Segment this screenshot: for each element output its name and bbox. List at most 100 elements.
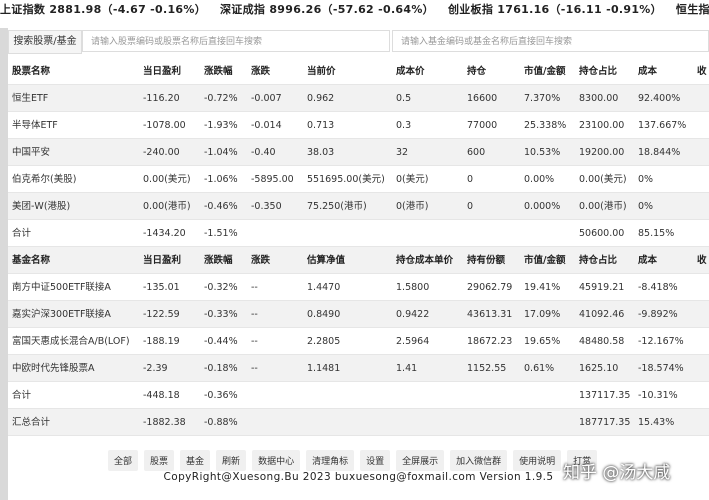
table-cell: -1.06% bbox=[204, 174, 238, 185]
table-cell: 17.09% bbox=[524, 309, 561, 320]
table-cell: -1434.20 bbox=[143, 228, 186, 239]
table-cell: 0.3 bbox=[396, 120, 412, 131]
table-cell: 0.5 bbox=[396, 93, 412, 104]
table-cell: 富国天惠成长混合A/B(LOF) bbox=[12, 336, 130, 347]
table-cell: 0.00(港币) bbox=[143, 201, 191, 212]
table-row: 伯克希尔(美股) 0.00(美元) -1.06% -5895.00 551695.00(… bbox=[8, 166, 709, 193]
table-cell: 0% bbox=[638, 174, 654, 185]
table-cell: 0% bbox=[638, 201, 654, 212]
table-cell: 美团-W(港股) bbox=[12, 201, 71, 212]
table-cell: -116.20 bbox=[143, 93, 180, 104]
table-cell: 0.962 bbox=[307, 93, 335, 104]
table-cell: -8.418% bbox=[638, 282, 678, 293]
table-cell: -0.32% bbox=[204, 282, 238, 293]
column-header: 股票名称 bbox=[12, 66, 51, 77]
column-header: 成本 bbox=[638, 255, 658, 266]
table-cell: 50600.00 bbox=[579, 228, 625, 239]
table-cell: 合计 bbox=[12, 390, 32, 401]
action-button[interactable]: 股票 bbox=[144, 450, 175, 471]
action-button[interactable]: 打赏 bbox=[567, 450, 598, 471]
table-cell: -2.39 bbox=[143, 363, 168, 374]
column-header: 收 bbox=[697, 66, 707, 77]
table-cell: 0.8490 bbox=[307, 309, 341, 320]
table-cell: 551695.00(美元) bbox=[307, 174, 385, 185]
table-cell: -1.04% bbox=[204, 147, 238, 158]
action-button[interactable]: 刷新 bbox=[216, 450, 247, 471]
column-header: 当前价 bbox=[307, 66, 336, 77]
table-cell: 38.03 bbox=[307, 147, 335, 158]
table-cell: 0.000% bbox=[524, 201, 561, 212]
table-cell: 85.15% bbox=[638, 228, 675, 239]
table-cell: -1882.38 bbox=[143, 417, 186, 428]
table-cell: -0.44% bbox=[204, 336, 238, 347]
column-header: 收 bbox=[697, 255, 707, 266]
column-header: 持仓占比 bbox=[579, 66, 618, 77]
table-cell: -5895.00 bbox=[251, 174, 294, 185]
action-button[interactable]: 清理角标 bbox=[306, 450, 355, 471]
table-cell: 48480.58 bbox=[579, 336, 625, 347]
table-cell: 25.338% bbox=[524, 120, 567, 131]
table-cell: -- bbox=[251, 282, 258, 293]
column-header: 持仓 bbox=[467, 66, 487, 77]
action-button[interactable]: 加入微信群 bbox=[450, 450, 508, 471]
table-cell: 10.53% bbox=[524, 147, 561, 158]
header-row: 股票名称 当日盈利 涨跌幅 涨跌 当前价 成本价 持仓 市值/金额 持仓占比 成本 收 bbox=[8, 58, 709, 85]
table-cell: 600 bbox=[467, 147, 486, 158]
action-button[interactable]: 数据中心 bbox=[252, 450, 301, 471]
action-button[interactable]: 全屏展示 bbox=[396, 450, 445, 471]
action-button[interactable]: 基金 bbox=[180, 450, 211, 471]
table-cell: 0.9422 bbox=[396, 309, 430, 320]
table-cell: 32 bbox=[396, 147, 409, 158]
table-cell: 嘉实沪深300ETF联接A bbox=[12, 309, 111, 320]
search-button[interactable]: 搜索股票/基金 bbox=[8, 30, 82, 54]
table-row: 恒生ETF -116.20 -0.72% -0.007 0.962 0.5 16600 7.3… bbox=[8, 85, 709, 112]
column-header: 估算净值 bbox=[307, 255, 346, 266]
column-header: 当日盈利 bbox=[143, 66, 182, 77]
table-cell: 0(美元) bbox=[396, 174, 429, 185]
table-cell: 43613.31 bbox=[467, 309, 513, 320]
table-cell: 中国平安 bbox=[12, 147, 51, 158]
column-header: 涨跌 bbox=[251, 255, 271, 266]
action-button[interactable]: 全部 bbox=[108, 450, 139, 471]
fund-search-input[interactable]: 请输入基金编码或基金名称后直接回车搜索 bbox=[392, 30, 709, 52]
table-cell: -0.46% bbox=[204, 201, 238, 212]
table-cell: -9.892% bbox=[638, 309, 678, 320]
action-button[interactable]: 使用说明 bbox=[513, 450, 562, 471]
table-cell: -10.31% bbox=[638, 390, 678, 401]
table-cell: -18.574% bbox=[638, 363, 684, 374]
table-row: 半导体ETF -1078.00 -1.93% -0.014 0.713 0.3 77000 2… bbox=[8, 112, 709, 139]
column-header: 涨跌 bbox=[251, 66, 271, 77]
table-cell: -- bbox=[251, 309, 258, 320]
table-cell: 1625.10 bbox=[579, 363, 619, 374]
table-cell: 19.41% bbox=[524, 282, 561, 293]
table-cell: 137117.35 bbox=[579, 390, 631, 401]
action-button[interactable]: 设置 bbox=[360, 450, 391, 471]
table-cell: -1.93% bbox=[204, 120, 238, 131]
stock-search-input[interactable]: 请输入股票编码或股票名称后直接回车搜索 bbox=[82, 30, 390, 52]
table-cell: -1078.00 bbox=[143, 120, 186, 131]
table-cell: 18.844% bbox=[638, 147, 681, 158]
table-cell: 1.1481 bbox=[307, 363, 341, 374]
table-cell: 45919.21 bbox=[579, 282, 625, 293]
table-cell: 0(港币) bbox=[396, 201, 429, 212]
table-cell: 7.370% bbox=[524, 93, 561, 104]
column-header: 当日盈利 bbox=[143, 255, 182, 266]
table-cell: 1152.55 bbox=[467, 363, 507, 374]
table-row: 中国平安 -240.00 -1.04% -0.40 38.03 32 600 10.53% 19… bbox=[8, 139, 709, 166]
column-header: 成本价 bbox=[396, 66, 425, 77]
table-cell: 1.41 bbox=[396, 363, 418, 374]
column-header: 持仓占比 bbox=[579, 255, 618, 266]
panel: 搜索股票/基金 请输入股票编码或股票名称后直接回车搜索 请输入基金编码或基金名称… bbox=[8, 28, 709, 500]
column-header: 基金名称 bbox=[12, 255, 51, 266]
table-cell: -135.01 bbox=[143, 282, 180, 293]
table-cell: 29062.79 bbox=[467, 282, 513, 293]
watermark: 知乎 @汤大咸 bbox=[563, 463, 671, 483]
table-cell: -0.72% bbox=[204, 93, 238, 104]
table-cell: 南方中证500ETF联接A bbox=[12, 282, 111, 293]
column-header: 持有份额 bbox=[467, 255, 506, 266]
table-cell: -0.88% bbox=[204, 417, 238, 428]
table-cell: 半导体ETF bbox=[12, 120, 58, 131]
table-cell: -0.014 bbox=[251, 120, 282, 131]
table-row: 富国天惠成长混合A/B(LOF) -188.19 -0.44% -- 2.2805 2.5… bbox=[8, 328, 709, 355]
table-cell: 合计 bbox=[12, 228, 32, 239]
